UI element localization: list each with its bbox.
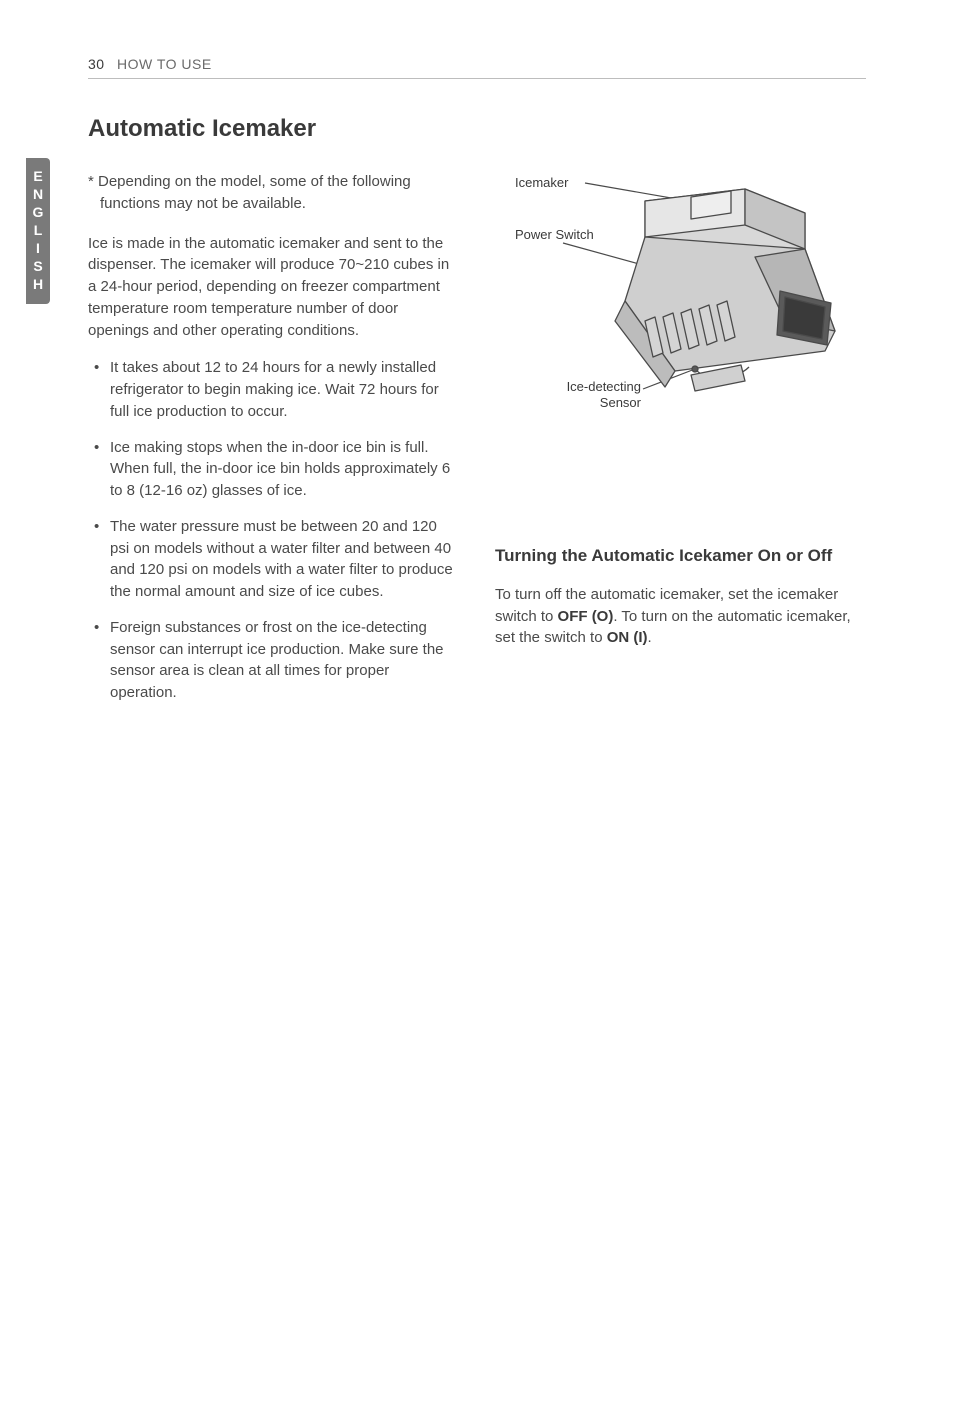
- page-number: 30: [88, 56, 105, 72]
- list-item: The water pressure must be between 20 an…: [88, 516, 459, 603]
- model-note: * Depending on the model, some of the fo…: [88, 171, 459, 215]
- icemaker-illustration-icon: [495, 171, 865, 471]
- diagram-label-sensor: Ice-detecting Sensor: [531, 379, 641, 412]
- page-title: Automatic Icemaker: [88, 115, 866, 143]
- diagram-label-power-switch: Power Switch: [515, 227, 594, 243]
- left-column: * Depending on the model, some of the fo…: [88, 171, 459, 718]
- page: ENGLISH 30 HOW TO USE Automatic Icemaker…: [0, 0, 954, 774]
- right-column: Icemaker Power Switch Ice-detecting Sens…: [495, 171, 866, 718]
- list-item: It takes about 12 to 24 hours for a newl…: [88, 357, 459, 422]
- icemaker-diagram: Icemaker Power Switch Ice-detecting Sens…: [495, 171, 865, 471]
- subsection-title: Turning the Automatic Icekamer On or Off: [495, 505, 866, 568]
- two-column-layout: * Depending on the model, some of the fo…: [88, 171, 866, 718]
- on-off-paragraph: To turn off the automatic icemaker, set …: [495, 584, 866, 649]
- language-tab: ENGLISH: [26, 158, 50, 304]
- off-label: OFF (O): [558, 608, 614, 625]
- diagram-label-icemaker: Icemaker: [515, 175, 568, 191]
- section-name: HOW TO USE: [117, 56, 212, 72]
- list-item: Foreign substances or frost on the ice-d…: [88, 617, 459, 704]
- intro-paragraph: Ice is made in the automatic icemaker an…: [88, 233, 459, 342]
- bullet-list: It takes about 12 to 24 hours for a newl…: [88, 357, 459, 704]
- list-item: Ice making stops when the in-door ice bi…: [88, 437, 459, 502]
- on-label: ON (I): [607, 629, 648, 646]
- header-rule: [88, 78, 866, 79]
- running-header: 30 HOW TO USE: [88, 56, 866, 72]
